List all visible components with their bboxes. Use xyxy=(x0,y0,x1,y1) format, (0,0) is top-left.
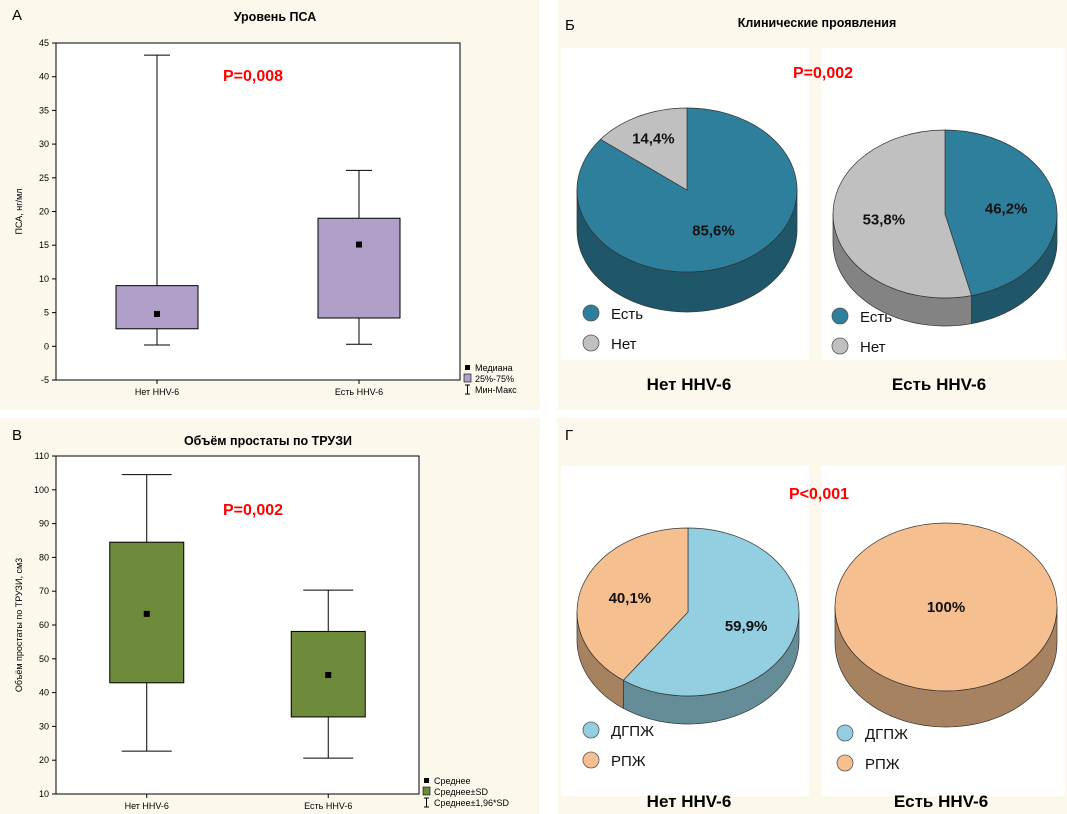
legend-label: Медиана xyxy=(475,363,513,373)
panel-diagnosis: Г P<0,001 59,9% 40,1% ДГПЖ РПЖ Нет HHV-6 100% ДГ… xyxy=(557,418,1067,814)
y-tick-label: 35 xyxy=(39,105,49,115)
panel-volume: В Объём простаты по ТРУЗИ 10 20 30 40 50 60 70 80… xyxy=(0,418,540,814)
slice-label: 85,6% xyxy=(692,223,735,240)
y-tick-label: 60 xyxy=(39,620,49,630)
center-marker xyxy=(143,610,150,617)
legend-label: ДГПЖ xyxy=(611,723,654,740)
pie-slice xyxy=(944,129,1058,297)
slice-label: 53,8% xyxy=(863,212,906,229)
y-tick-label: 40 xyxy=(39,72,49,82)
y-tick-label: 110 xyxy=(35,451,49,461)
y-tick-label: 70 xyxy=(39,586,49,596)
pie-slice xyxy=(834,522,1058,692)
y-tick-label: 50 xyxy=(39,654,49,664)
y-tick-label: 90 xyxy=(39,519,49,529)
y-tick-label: -5 xyxy=(41,375,49,385)
legend-marker-box xyxy=(422,786,431,796)
p-value: P=0,002 xyxy=(223,502,283,519)
pie-slice xyxy=(599,107,688,191)
y-tick-label: 10 xyxy=(39,789,49,799)
legend-marker-box xyxy=(463,373,472,383)
group-label: Есть HHV-6 xyxy=(894,792,988,811)
y-tick-label: 5 xyxy=(44,308,49,318)
legend-label: Среднее xyxy=(434,776,471,786)
legend-marker-center xyxy=(424,778,429,783)
legend-marker xyxy=(582,721,600,739)
legend-marker xyxy=(582,751,600,769)
y-tick-label: 10 xyxy=(39,274,49,284)
slice-label: 14,4% xyxy=(632,130,675,147)
y-tick-label: 30 xyxy=(39,139,49,149)
y-tick-label: 30 xyxy=(39,721,49,731)
p-value: P=0,002 xyxy=(793,65,853,82)
x-tick-label: Нет HHV-6 xyxy=(135,387,179,397)
pie-slice xyxy=(832,129,972,299)
legend-marker-center xyxy=(465,365,470,370)
center-marker xyxy=(325,672,332,679)
legend-label: Нет xyxy=(611,336,637,353)
chart-title: Уровень ПСА xyxy=(234,10,316,24)
legend-marker xyxy=(582,334,600,352)
group-label: Есть HHV-6 xyxy=(892,375,986,394)
chart-title: Объём простаты по ТРУЗИ xyxy=(184,434,352,448)
legend-label: ДГПЖ xyxy=(865,726,908,743)
center-marker xyxy=(356,241,362,248)
panel-clinical: Б Клинические проявления P=0,002 85,6% 14,4%… xyxy=(557,0,1067,410)
legend-marker xyxy=(836,724,854,742)
y-tick-label: 20 xyxy=(39,207,49,217)
y-tick-label: 40 xyxy=(39,688,49,698)
y-tick-label: 80 xyxy=(39,552,49,562)
panel-letter: В xyxy=(12,427,22,444)
x-tick-label: Есть HHV-6 xyxy=(335,387,383,397)
legend-marker xyxy=(836,754,854,772)
legend-marker xyxy=(582,304,600,322)
y-tick-label: 100 xyxy=(34,485,49,495)
panel-letter: Г xyxy=(565,427,573,444)
legend-label: Нет xyxy=(860,339,886,356)
y-axis-label: ПСА, нг/мл xyxy=(14,189,24,235)
legend-marker xyxy=(831,307,849,325)
group-label: Нет HHV-6 xyxy=(647,375,732,394)
legend-label: Среднее±1,96*SD xyxy=(434,798,510,808)
plot-area xyxy=(55,42,461,381)
p-value: P<0,001 xyxy=(789,486,849,503)
panel-letter: А xyxy=(12,7,22,24)
box xyxy=(115,285,199,330)
box xyxy=(317,217,401,319)
psa-boxplot: А Уровень ПСА -5 0 5 10 15 20 25 30 35 40 45 ПСА, нг/… xyxy=(12,7,517,397)
y-tick-label: 15 xyxy=(39,240,49,250)
panel-letter: Б xyxy=(565,17,575,34)
clinical-pies: Б Клинические проявления P=0,002 85,6% 14,4%… xyxy=(561,16,1065,394)
x-tick-label: Нет HHV-6 xyxy=(125,801,169,811)
legend-label: Мин-Макс xyxy=(475,385,517,395)
y-tick-label: 20 xyxy=(39,755,49,765)
legend-label: РПЖ xyxy=(611,753,646,770)
y-axis-label: Объём простаты по ТРУЗИ, см3 xyxy=(14,558,24,692)
x-tick-label: Есть HHV-6 xyxy=(304,801,352,811)
slice-label: 100% xyxy=(927,599,965,616)
slice-label: 40,1% xyxy=(609,590,652,607)
legend-label: Есть xyxy=(860,309,892,326)
legend-label: 25%-75% xyxy=(475,374,514,384)
p-value: P=0,008 xyxy=(223,68,283,85)
slice-label: 59,9% xyxy=(725,618,768,635)
panel-psa: А Уровень ПСА -5 0 5 10 15 20 25 30 35 40 45 ПСА, нг/… xyxy=(0,0,540,410)
slice-label: 46,2% xyxy=(985,200,1028,217)
group-label: Нет HHV-6 xyxy=(647,792,732,811)
legend-label: Есть xyxy=(611,306,643,323)
y-tick-label: 45 xyxy=(39,38,49,48)
legend-label: РПЖ xyxy=(865,756,900,773)
volume-boxplot: В Объём простаты по ТРУЗИ 10 20 30 40 50 60 70 80… xyxy=(12,427,510,811)
legend-label: Среднее±SD xyxy=(434,787,488,797)
diagnosis-pies: Г P<0,001 59,9% 40,1% ДГПЖ РПЖ Нет HHV-6 100% ДГ… xyxy=(561,427,1065,811)
chart-title: Клинические проявления xyxy=(738,16,897,30)
y-tick-label: 0 xyxy=(44,341,49,351)
legend-marker xyxy=(831,337,849,355)
y-tick-label: 25 xyxy=(39,173,49,183)
pie-slice xyxy=(576,527,689,681)
center-marker xyxy=(154,310,160,317)
pie-slice xyxy=(622,527,800,697)
